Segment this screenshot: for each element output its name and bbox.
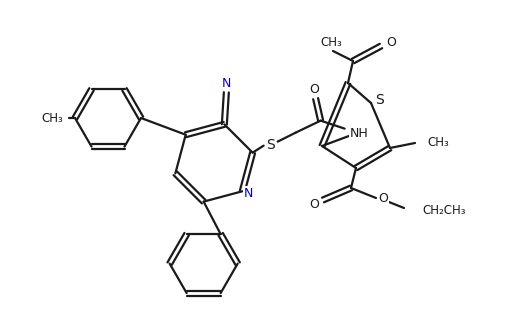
Text: S: S [266,138,275,152]
Text: CH₃: CH₃ [427,136,449,150]
Text: CH₃: CH₃ [41,111,63,125]
Text: S: S [375,93,383,107]
Text: NH: NH [349,127,368,140]
Text: O: O [386,36,396,48]
Text: N: N [243,187,253,200]
Text: CH₂CH₃: CH₂CH₃ [422,204,465,216]
Text: CH₃: CH₃ [320,36,342,48]
Text: O: O [309,197,319,211]
Text: O: O [378,193,388,205]
Text: N: N [222,77,231,90]
Text: O: O [310,83,319,96]
